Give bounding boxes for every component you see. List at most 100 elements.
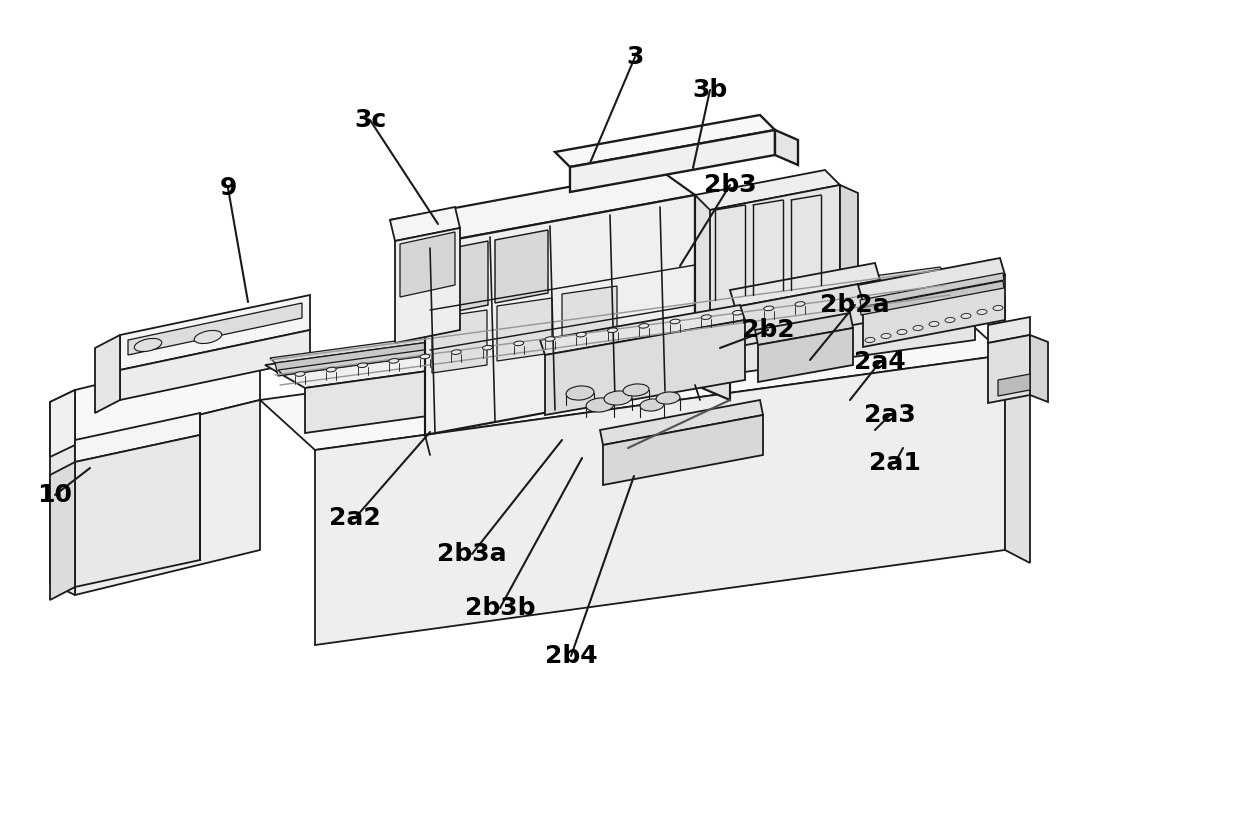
Ellipse shape xyxy=(622,384,649,396)
Polygon shape xyxy=(861,281,1004,315)
Polygon shape xyxy=(711,185,839,325)
Polygon shape xyxy=(74,435,200,587)
Text: 2b3b: 2b3b xyxy=(465,596,536,620)
Ellipse shape xyxy=(420,354,430,359)
Polygon shape xyxy=(495,230,548,303)
Polygon shape xyxy=(401,232,455,297)
Polygon shape xyxy=(755,313,853,345)
Ellipse shape xyxy=(913,325,923,330)
Polygon shape xyxy=(839,185,858,308)
Ellipse shape xyxy=(577,333,587,337)
Polygon shape xyxy=(858,258,1004,302)
Polygon shape xyxy=(988,335,1030,403)
Polygon shape xyxy=(1004,355,1030,563)
Ellipse shape xyxy=(945,318,955,323)
Polygon shape xyxy=(50,390,74,457)
Text: 10: 10 xyxy=(37,483,72,507)
Polygon shape xyxy=(694,170,839,210)
Polygon shape xyxy=(735,280,880,347)
Ellipse shape xyxy=(795,302,805,307)
Ellipse shape xyxy=(977,309,987,314)
Polygon shape xyxy=(432,310,487,373)
Polygon shape xyxy=(270,267,945,363)
Ellipse shape xyxy=(587,398,614,412)
Ellipse shape xyxy=(897,329,906,334)
Text: 2b3: 2b3 xyxy=(703,173,756,197)
Text: 3c: 3c xyxy=(353,108,386,132)
Polygon shape xyxy=(128,303,303,355)
Ellipse shape xyxy=(640,399,663,411)
Ellipse shape xyxy=(546,337,556,341)
Polygon shape xyxy=(50,390,74,595)
Text: 2b3a: 2b3a xyxy=(438,542,507,566)
Ellipse shape xyxy=(604,391,632,405)
Polygon shape xyxy=(265,272,975,388)
Ellipse shape xyxy=(608,328,618,333)
Polygon shape xyxy=(432,241,489,316)
Polygon shape xyxy=(945,272,1004,340)
Polygon shape xyxy=(1030,335,1048,402)
Polygon shape xyxy=(570,130,775,192)
Ellipse shape xyxy=(961,313,971,318)
Polygon shape xyxy=(50,462,74,600)
Polygon shape xyxy=(730,263,880,307)
Polygon shape xyxy=(603,415,763,485)
Ellipse shape xyxy=(929,322,939,327)
Polygon shape xyxy=(988,317,1030,343)
Polygon shape xyxy=(74,413,200,462)
Polygon shape xyxy=(863,275,1004,347)
Text: 2b2a: 2b2a xyxy=(820,293,890,317)
Ellipse shape xyxy=(451,349,461,354)
Polygon shape xyxy=(546,320,745,415)
Polygon shape xyxy=(391,170,694,245)
Ellipse shape xyxy=(565,386,594,400)
Polygon shape xyxy=(694,195,730,400)
Ellipse shape xyxy=(389,359,399,363)
Ellipse shape xyxy=(295,372,305,376)
Ellipse shape xyxy=(482,345,492,350)
Text: 2a2: 2a2 xyxy=(329,506,381,530)
Polygon shape xyxy=(95,335,120,413)
Ellipse shape xyxy=(195,330,222,344)
Ellipse shape xyxy=(866,338,875,343)
Polygon shape xyxy=(861,273,1004,307)
Polygon shape xyxy=(315,355,1004,645)
Ellipse shape xyxy=(670,319,680,323)
Text: 9: 9 xyxy=(219,176,237,200)
Polygon shape xyxy=(556,115,775,167)
Polygon shape xyxy=(775,130,799,165)
Ellipse shape xyxy=(656,392,680,404)
Polygon shape xyxy=(305,295,975,433)
Ellipse shape xyxy=(880,334,892,339)
Ellipse shape xyxy=(702,315,712,319)
Ellipse shape xyxy=(764,306,774,311)
Ellipse shape xyxy=(639,323,649,328)
Polygon shape xyxy=(396,228,460,343)
Polygon shape xyxy=(120,295,310,370)
Polygon shape xyxy=(998,374,1030,396)
Polygon shape xyxy=(391,207,460,241)
Ellipse shape xyxy=(326,367,336,372)
Polygon shape xyxy=(260,305,1004,450)
Text: 2b4: 2b4 xyxy=(544,644,598,668)
Text: 2a3: 2a3 xyxy=(864,403,916,427)
Ellipse shape xyxy=(357,363,367,368)
Ellipse shape xyxy=(993,306,1003,311)
Polygon shape xyxy=(275,272,949,376)
Text: 3: 3 xyxy=(626,45,644,69)
Ellipse shape xyxy=(733,310,743,315)
Text: 2b2: 2b2 xyxy=(742,318,795,342)
Polygon shape xyxy=(758,328,853,382)
Polygon shape xyxy=(74,400,260,595)
Polygon shape xyxy=(74,345,260,445)
Polygon shape xyxy=(120,330,310,400)
Text: 3b: 3b xyxy=(692,78,728,102)
Polygon shape xyxy=(497,298,552,361)
Polygon shape xyxy=(425,195,694,435)
Ellipse shape xyxy=(513,341,523,345)
Polygon shape xyxy=(278,278,954,375)
Ellipse shape xyxy=(134,339,161,352)
Text: 2a1: 2a1 xyxy=(869,451,921,475)
Polygon shape xyxy=(539,305,745,355)
Text: 2a4: 2a4 xyxy=(854,350,906,374)
